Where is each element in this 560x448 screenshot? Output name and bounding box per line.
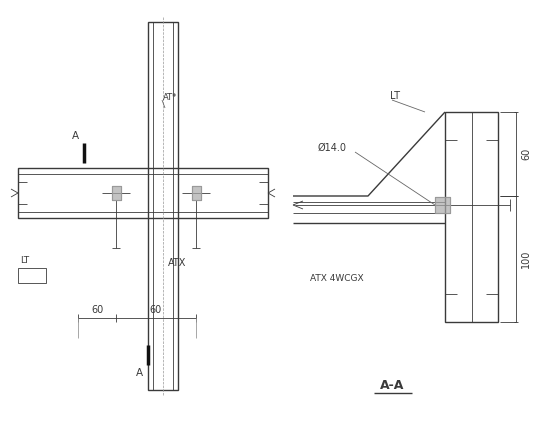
Bar xyxy=(192,186,200,200)
Text: ATX 4WCGX: ATX 4WCGX xyxy=(310,273,363,283)
Text: A: A xyxy=(72,131,79,141)
Text: AT*: AT* xyxy=(163,92,178,102)
Bar xyxy=(18,268,46,283)
Text: 60: 60 xyxy=(150,305,162,315)
Text: 100: 100 xyxy=(521,250,531,268)
Bar xyxy=(148,22,178,390)
Text: 60: 60 xyxy=(91,305,103,315)
Polygon shape xyxy=(111,186,120,200)
Bar xyxy=(111,186,120,200)
Bar xyxy=(435,197,450,213)
Polygon shape xyxy=(435,197,450,213)
Text: A-A: A-A xyxy=(380,379,404,392)
Text: LT: LT xyxy=(390,91,400,101)
Polygon shape xyxy=(192,186,200,200)
Text: 60: 60 xyxy=(521,148,531,160)
Bar xyxy=(18,168,268,218)
Bar xyxy=(445,112,498,322)
Text: A: A xyxy=(136,368,143,378)
Text: LT: LT xyxy=(20,255,29,264)
Text: Ø14.0: Ø14.0 xyxy=(318,143,347,153)
Text: ATX: ATX xyxy=(168,258,186,268)
